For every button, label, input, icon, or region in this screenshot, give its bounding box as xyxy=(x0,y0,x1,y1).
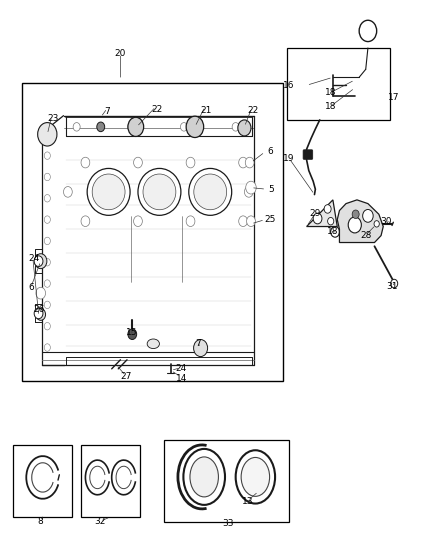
Text: 22: 22 xyxy=(247,106,258,115)
Ellipse shape xyxy=(194,174,227,209)
Text: 7: 7 xyxy=(104,108,110,116)
Text: 6: 6 xyxy=(267,148,273,156)
Text: 20: 20 xyxy=(115,49,126,58)
Bar xyxy=(22,83,283,381)
Circle shape xyxy=(134,216,142,227)
Circle shape xyxy=(374,221,379,227)
Circle shape xyxy=(44,152,50,159)
Circle shape xyxy=(44,216,50,223)
Text: 24: 24 xyxy=(175,365,187,373)
Text: 24: 24 xyxy=(28,254,40,263)
Text: 5: 5 xyxy=(268,185,275,193)
Circle shape xyxy=(128,329,137,340)
Polygon shape xyxy=(337,200,383,243)
Ellipse shape xyxy=(189,168,232,215)
Circle shape xyxy=(134,157,142,168)
Text: 29: 29 xyxy=(310,209,321,217)
Text: 18: 18 xyxy=(327,228,339,236)
Circle shape xyxy=(44,195,50,202)
Circle shape xyxy=(81,216,90,227)
Circle shape xyxy=(232,123,239,131)
Circle shape xyxy=(73,123,80,131)
Circle shape xyxy=(44,301,50,309)
Circle shape xyxy=(81,157,90,168)
Text: 33: 33 xyxy=(222,519,233,528)
Text: 32: 32 xyxy=(94,517,106,526)
Circle shape xyxy=(324,205,331,213)
Circle shape xyxy=(363,209,373,222)
Ellipse shape xyxy=(147,339,159,349)
Circle shape xyxy=(239,216,247,227)
Text: 31: 31 xyxy=(386,282,398,291)
FancyBboxPatch shape xyxy=(303,150,313,159)
Text: 18: 18 xyxy=(325,102,336,111)
Text: 13: 13 xyxy=(242,497,253,505)
Bar xyxy=(81,445,140,517)
Ellipse shape xyxy=(87,168,130,215)
Circle shape xyxy=(36,287,46,299)
Circle shape xyxy=(194,340,208,357)
Circle shape xyxy=(244,187,253,197)
Circle shape xyxy=(186,216,195,227)
Circle shape xyxy=(331,227,339,237)
Circle shape xyxy=(352,210,359,219)
Ellipse shape xyxy=(241,457,270,496)
Circle shape xyxy=(44,237,50,245)
Text: 22: 22 xyxy=(151,105,162,114)
Circle shape xyxy=(391,279,398,288)
Ellipse shape xyxy=(138,168,181,215)
Text: 14: 14 xyxy=(176,374,187,383)
Circle shape xyxy=(64,187,72,197)
Circle shape xyxy=(128,117,144,136)
Circle shape xyxy=(313,213,322,224)
Text: 26: 26 xyxy=(34,305,45,313)
Text: 6: 6 xyxy=(28,284,35,292)
Circle shape xyxy=(186,157,195,168)
Circle shape xyxy=(348,217,361,233)
Text: 28: 28 xyxy=(360,231,371,240)
Circle shape xyxy=(247,216,255,227)
Text: 30: 30 xyxy=(381,217,392,225)
Circle shape xyxy=(44,280,50,287)
Text: 25: 25 xyxy=(265,215,276,224)
Circle shape xyxy=(180,123,187,131)
Text: 7: 7 xyxy=(195,340,201,348)
Text: 19: 19 xyxy=(283,154,294,163)
Circle shape xyxy=(245,157,254,168)
Circle shape xyxy=(238,120,251,136)
Text: 15: 15 xyxy=(126,328,137,336)
Circle shape xyxy=(239,157,247,168)
Text: 18: 18 xyxy=(325,88,336,97)
Text: 21: 21 xyxy=(200,106,212,115)
Circle shape xyxy=(35,254,47,269)
Ellipse shape xyxy=(143,174,176,209)
Text: 27: 27 xyxy=(120,373,132,381)
Circle shape xyxy=(34,256,43,266)
Text: 16: 16 xyxy=(283,81,295,90)
Circle shape xyxy=(36,309,46,320)
Circle shape xyxy=(128,123,135,131)
Circle shape xyxy=(44,322,50,330)
Text: 17: 17 xyxy=(389,93,400,101)
Circle shape xyxy=(328,217,334,225)
Bar xyxy=(164,440,289,522)
Ellipse shape xyxy=(190,457,219,497)
Circle shape xyxy=(97,122,105,132)
Circle shape xyxy=(44,344,50,351)
Polygon shape xyxy=(307,200,337,227)
Circle shape xyxy=(38,123,57,146)
Text: 8: 8 xyxy=(37,517,43,526)
Bar xyxy=(13,445,72,517)
Circle shape xyxy=(44,259,50,266)
Circle shape xyxy=(246,181,256,194)
Circle shape xyxy=(34,308,43,319)
Circle shape xyxy=(44,173,50,181)
Bar xyxy=(287,48,390,120)
Text: 23: 23 xyxy=(47,114,58,123)
Ellipse shape xyxy=(92,174,125,209)
Circle shape xyxy=(186,116,204,138)
